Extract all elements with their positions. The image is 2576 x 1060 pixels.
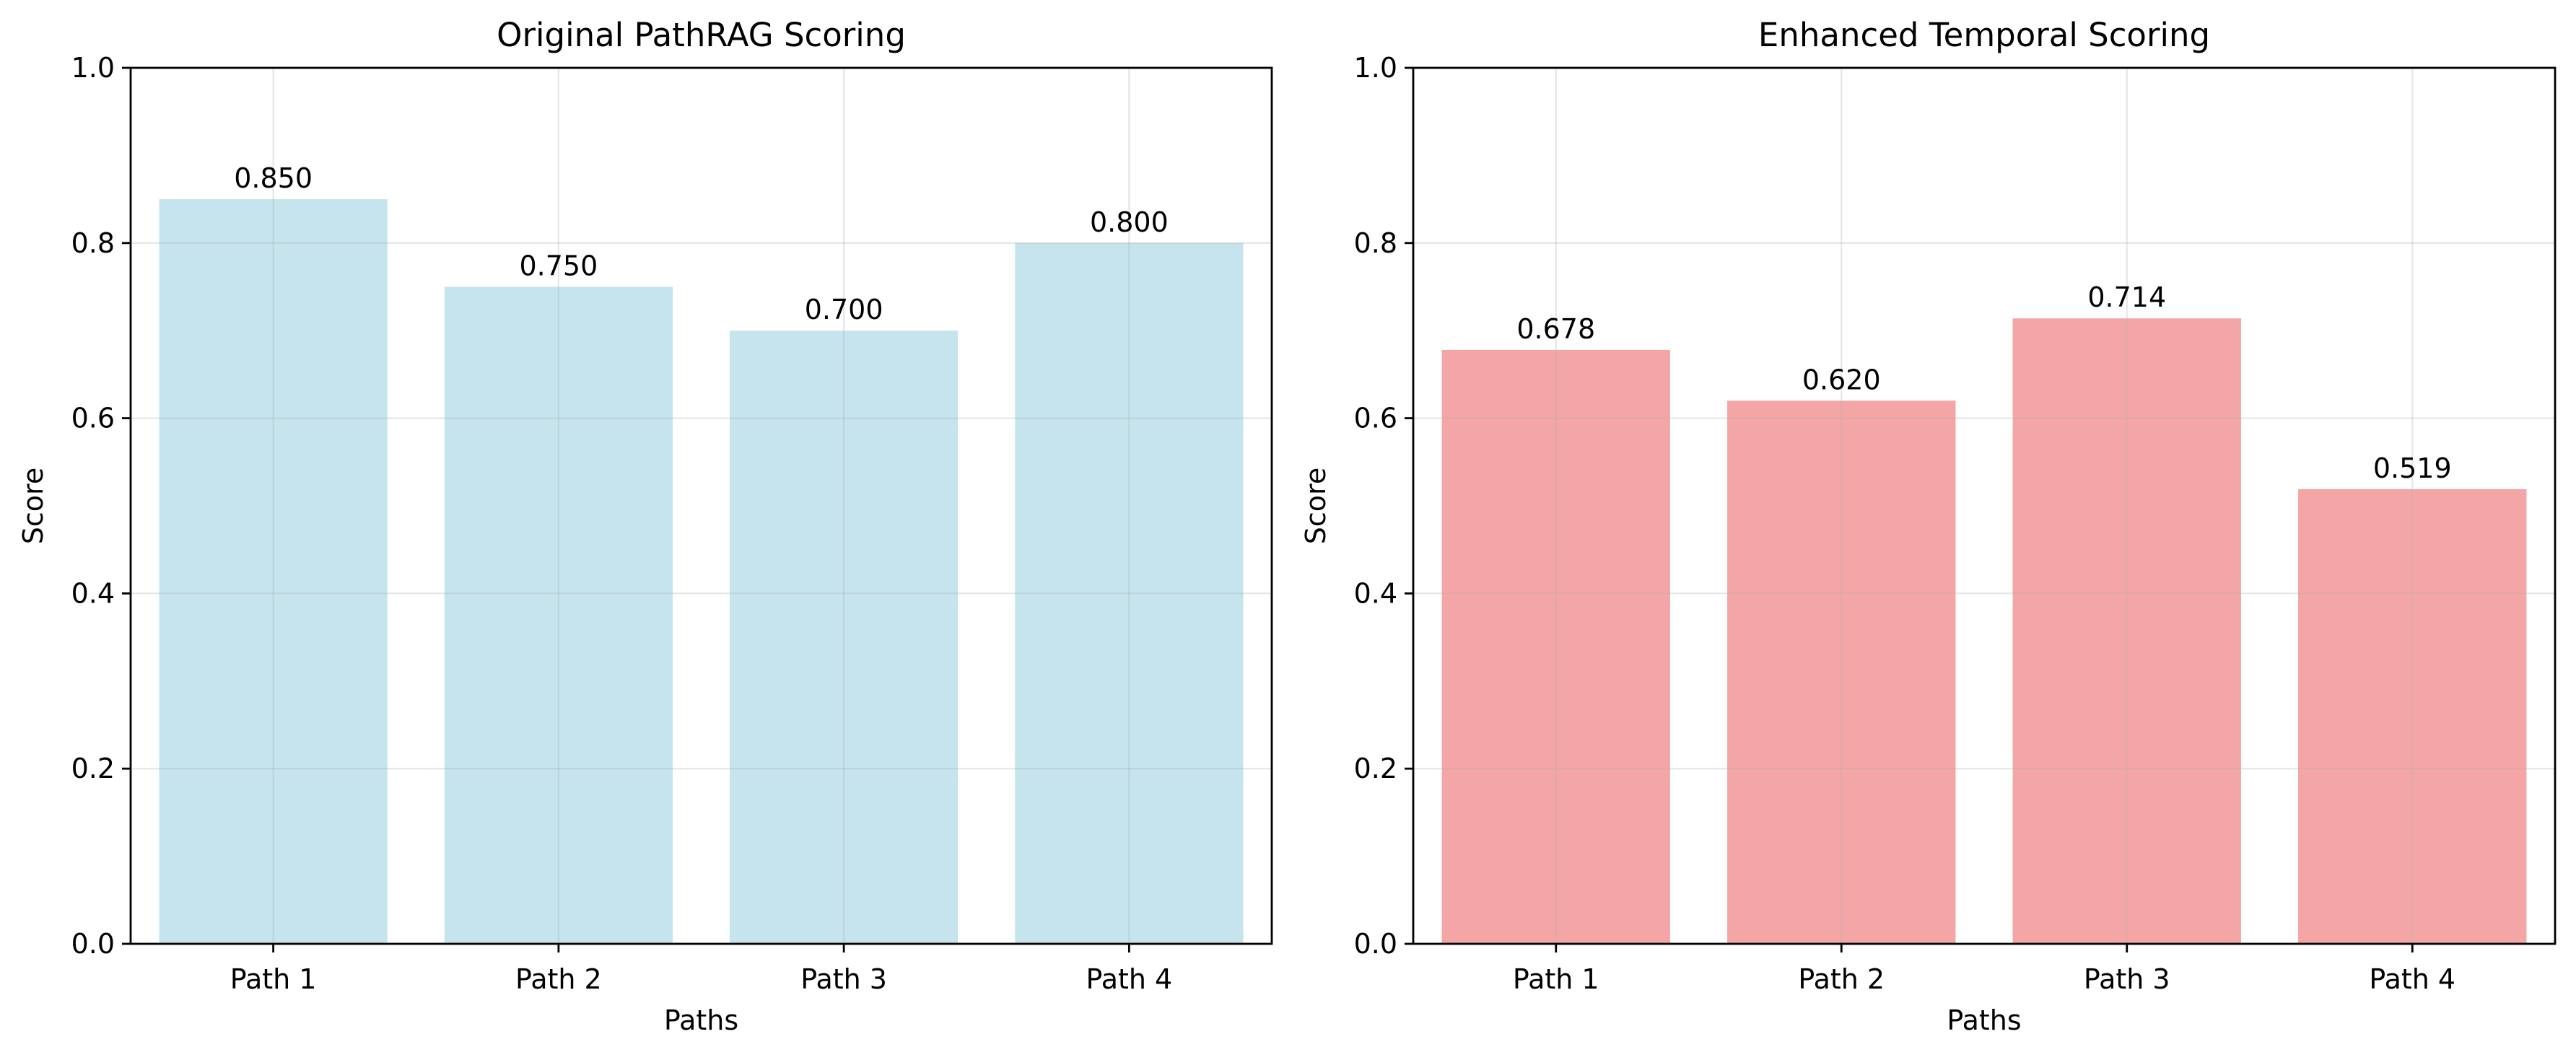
data-label: 0.750 — [519, 250, 598, 282]
bar-path-4 — [2298, 489, 2527, 944]
data-label: 0.678 — [1516, 313, 1595, 345]
data-label: 0.850 — [234, 162, 313, 194]
data-label: 0.800 — [1090, 206, 1169, 238]
chart-title: Original PathRAG Scoring — [497, 16, 906, 54]
y-tick-label: 0.4 — [1354, 577, 1397, 609]
y-tick-label: 0.6 — [71, 403, 115, 434]
chart-panel-original: 0.850 0.750 0.700 0.800 0.0 0.2 0.4 0.6 0.8 1.0 Pa… — [17, 16, 1273, 1036]
data-label: 0.700 — [805, 294, 883, 325]
bar-path-3 — [730, 330, 959, 944]
y-tick-label: 0.2 — [1354, 753, 1397, 784]
data-label: 0.714 — [2087, 281, 2166, 313]
data-label: 0.519 — [2373, 452, 2452, 484]
y-tick-label: 0.2 — [71, 753, 115, 784]
x-tick-label: Path 2 — [515, 963, 602, 995]
bar-path-2 — [1727, 400, 1956, 944]
x-axis-label: Paths — [1947, 1004, 2021, 1036]
y-tick-label: 0.8 — [1354, 227, 1397, 259]
plot-area-frame — [129, 66, 1273, 945]
y-tick-label: 1.0 — [1354, 52, 1397, 84]
x-axis-label: Paths — [664, 1004, 738, 1036]
y-tick-label: 1.0 — [71, 52, 115, 84]
bar-path-1 — [159, 199, 388, 945]
x-tick-label: Path 4 — [1086, 963, 1173, 995]
x-tick-label: Path 2 — [1798, 963, 1885, 995]
chart-title: Enhanced Temporal Scoring — [1758, 16, 2210, 54]
bar-path-3 — [2012, 318, 2241, 945]
y-tick-label: 0.4 — [71, 577, 115, 609]
y-tick-label: 0.8 — [71, 227, 115, 259]
y-tick-label: 0.0 — [71, 928, 115, 960]
x-tick-label: Path 3 — [800, 963, 887, 995]
y-tick-label: 0.6 — [1354, 403, 1397, 434]
x-tick-label: Path 4 — [2369, 963, 2455, 995]
bar-path-2 — [444, 286, 673, 944]
chart-panel-enhanced: 0.678 0.620 0.714 0.519 0.0 0.2 0.4 0.6 0.8 1.0 Pa… — [1300, 16, 2557, 1036]
bar-path-1 — [1441, 349, 1670, 945]
plot-area-frame — [1412, 66, 2557, 945]
data-label: 0.620 — [1802, 364, 1881, 395]
bar-path-4 — [1015, 242, 1244, 944]
x-tick-label: Path 3 — [2084, 963, 2170, 995]
x-tick-label: Path 1 — [230, 963, 317, 995]
y-axis-label: Score — [17, 468, 49, 544]
y-axis-label: Score — [1300, 468, 1332, 544]
x-tick-label: Path 1 — [1513, 963, 1599, 995]
y-tick-label: 0.0 — [1354, 928, 1397, 960]
